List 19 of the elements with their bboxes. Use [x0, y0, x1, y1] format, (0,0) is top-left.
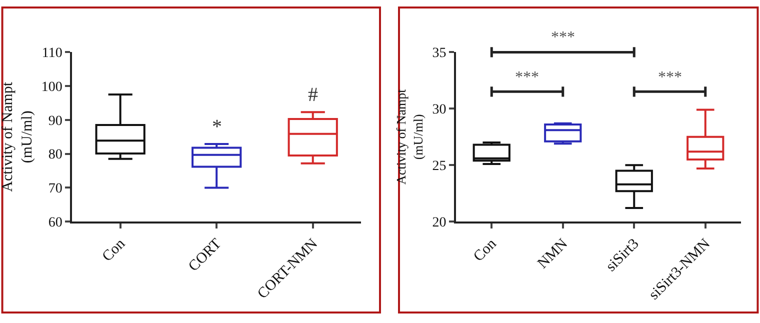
- annotation: ***: [515, 69, 539, 86]
- y-tick-label: 70: [48, 182, 62, 197]
- y-tick-label: 35: [432, 46, 446, 62]
- annotation: #: [308, 84, 318, 106]
- y-axis-title: Activity of Nampt (mU/ml): [0, 81, 36, 192]
- x-tick-label: Con: [470, 236, 500, 265]
- x-tick-label: Con: [99, 236, 129, 265]
- y-tick-label: 60: [48, 216, 62, 230]
- y-axis-title: Activity of Nampt (mU/ml): [394, 88, 426, 185]
- annotation: ***: [658, 69, 682, 86]
- y-tick-label: 25: [432, 159, 446, 174]
- y-tick-label: 100: [41, 80, 62, 95]
- y-tick-label: 80: [48, 148, 62, 163]
- annotation: *: [212, 116, 222, 138]
- y-tick-label: 20: [432, 216, 446, 230]
- text: ***: [551, 29, 575, 46]
- y-tick-label: 110: [42, 46, 62, 62]
- y-tick-label: 30: [432, 102, 446, 118]
- y-tick-label: 90: [48, 114, 62, 129]
